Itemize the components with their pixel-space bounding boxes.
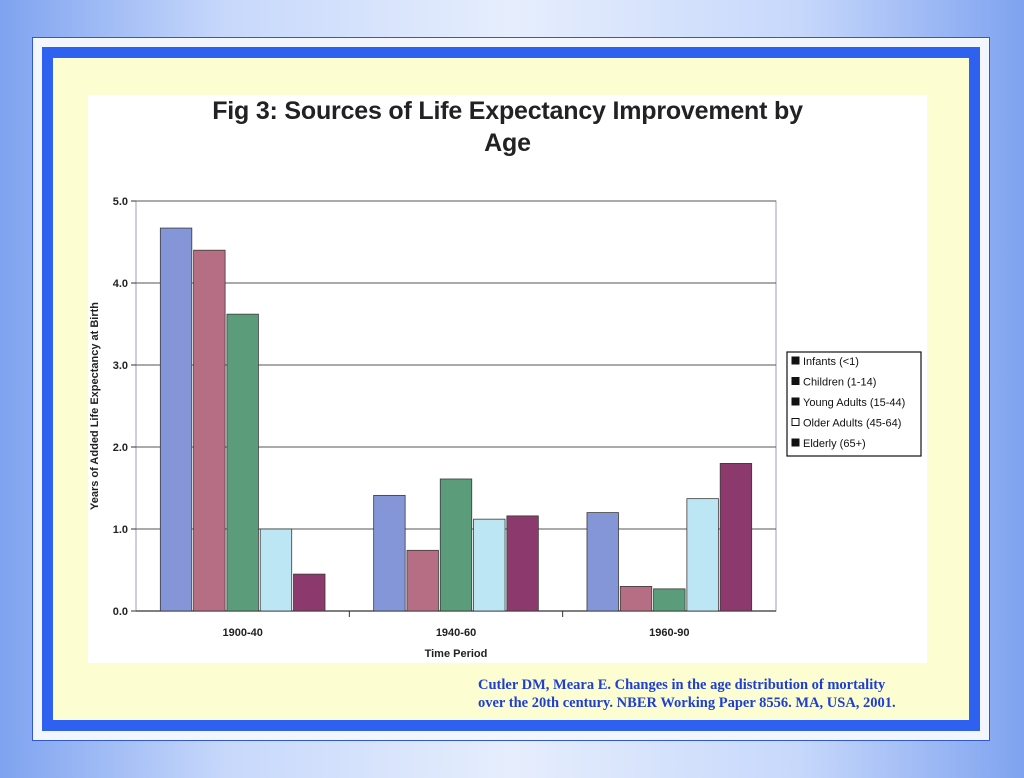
bar <box>686 498 719 612</box>
legend-label: Elderly (65+) <box>803 438 866 450</box>
bar <box>406 549 439 612</box>
figure: Fig 3: Sources of Life Expectancy Improv… <box>88 95 927 663</box>
bar <box>226 313 259 612</box>
bar <box>193 249 226 612</box>
x-tick-label: 1900-40 <box>222 627 262 639</box>
y-axis-label: Years of Added Life Expectancy at Birth <box>89 302 101 510</box>
legend-swatch <box>791 377 800 385</box>
x-axis-label: Time Period <box>425 648 488 660</box>
y-tick-label: 5.0 <box>113 196 128 208</box>
y-tick-label: 3.0 <box>113 360 128 372</box>
legend-label: Infants (<1) <box>803 356 859 368</box>
bar <box>259 528 293 612</box>
y-tick-label: 2.0 <box>113 442 128 454</box>
chart-title-line-2: Age <box>484 129 531 157</box>
legend-swatch <box>791 438 800 447</box>
y-tick-label: 4.0 <box>113 278 128 290</box>
bar <box>719 462 753 612</box>
bar <box>473 518 506 612</box>
citation: Cutler DM, Meara E. Changes in the age d… <box>478 676 958 712</box>
bar <box>506 515 539 612</box>
bar <box>293 573 326 612</box>
bar-chart: 0.0 1.0 2.0 3.0 4.0 5.0 1900-40 1940-60 1960-90 T… <box>89 196 922 660</box>
legend-swatch <box>791 356 800 365</box>
bar <box>373 494 406 612</box>
bar <box>653 588 686 612</box>
bar <box>159 227 193 612</box>
legend-label: Children (1-14) <box>803 377 876 389</box>
x-tick-label: 1960-90 <box>649 627 689 639</box>
chart-title-line-1: Fig 3: Sources of Life Expectancy Improv… <box>212 97 803 125</box>
y-tick-label: 1.0 <box>113 524 128 536</box>
bar <box>619 585 653 612</box>
x-tick-label: 1940-60 <box>436 627 476 639</box>
legend-swatch <box>791 397 800 406</box>
legend-box <box>786 351 922 457</box>
citation-line-1: Cutler DM, Meara E. Changes in the age d… <box>478 677 886 693</box>
legend-label: Older Adults (45-64) <box>803 418 901 430</box>
legend-swatch <box>791 418 800 426</box>
y-tick-label: 0.0 <box>113 606 128 618</box>
citation-line-2: over the 20th century. NBER Working Pape… <box>478 695 896 711</box>
bar <box>586 512 619 612</box>
legend-label: Young Adults (15-44) <box>803 397 905 409</box>
bar <box>439 478 473 612</box>
